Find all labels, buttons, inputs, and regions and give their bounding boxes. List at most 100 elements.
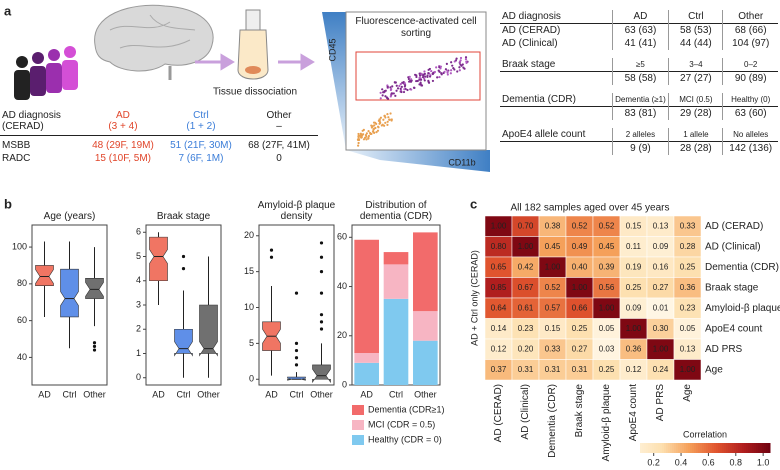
facs-dot [450,61,453,64]
row-label: Dementia (CDR) [705,262,779,273]
box [149,236,168,282]
row-label: AD (CERAD) [705,221,763,232]
cell: 28 (28) [668,141,723,155]
colorbar-step [654,443,657,453]
x-tick-label: Other [310,389,333,399]
facs-dot [382,118,385,121]
y-tick-label: 80 [17,278,27,288]
cell-label: 1.00 [545,262,561,271]
facs-dot [458,66,461,69]
cell [500,72,612,86]
flier [294,356,299,360]
cell-label: 0.05 [599,324,615,333]
facs-dot [464,58,468,61]
colorbar-step [662,443,665,453]
cell-label: 0.25 [599,365,615,374]
header-cell: Healthy (0) [722,93,778,107]
header-cell: Other – [240,110,318,136]
colorbar-step [694,443,697,453]
flier [294,341,299,345]
facs-dot [384,121,387,124]
y-tick-label: 60 [337,232,347,242]
facs-dot [357,132,360,136]
cell: 58 (53) [668,23,723,37]
facs-dot [420,84,424,87]
colorbar-step [748,443,751,453]
x-tick-label: AD [360,389,373,399]
row-label: AD (Clinical) [705,241,761,252]
y-tick-label: 10 [244,302,254,312]
facs-dot [386,85,389,89]
facs-dot [428,75,432,78]
cell-label: 0.23 [518,324,534,333]
facs-dot [403,88,406,91]
facs-dot [389,112,392,115]
facs-dot [361,129,364,132]
facs-dot [427,72,430,75]
cell-label: 0.15 [545,324,561,333]
flier [294,348,299,353]
x-tick-label: Ctrl [177,389,191,399]
x-tick-label: Other [83,389,106,399]
facs-dot [431,79,435,83]
facs-dot [449,72,452,75]
y-marker: CD45 [327,38,337,61]
colorbar-step [700,443,703,453]
header-name: Ctrl [193,110,209,121]
colorbar-step [742,443,745,453]
facs-dot [364,134,368,137]
flier [319,320,324,324]
y-tick-label: 5 [249,338,254,348]
facs-dot [419,81,422,84]
facs-dot [362,138,366,141]
facs-dot [396,87,400,90]
spacer [500,120,612,128]
facs-dot [423,77,426,80]
colorbar-tick-label: 1.0 [757,457,770,467]
facs-dot [381,123,384,126]
flier [294,363,299,367]
colorbar-step [716,443,719,453]
header-cell: No alleles [722,128,778,142]
cell-label: 1.00 [680,365,696,374]
facs-dot [365,138,368,141]
facs-dot [379,121,382,125]
flier [181,267,186,271]
y-tick-label: 100 [12,241,27,251]
cell-label: 0.27 [572,344,588,353]
cell: AD (CERAD) [502,25,561,36]
cell-label: 0.67 [518,283,534,292]
colorbar-step [752,443,755,453]
header-name: Other [266,110,292,121]
facs-dot [412,86,416,89]
y-tick-label: 6 [136,227,141,237]
header-cell: Ctrl [668,10,723,24]
heatmap-title: All 182 samples aged over 45 years [511,203,670,214]
facs-dot [357,144,360,147]
cell [500,142,612,156]
box [312,364,331,384]
x-tick-label: AD [38,389,51,399]
col-label: Braak stage [574,384,585,438]
colorbar-step [668,443,671,453]
x-tick-label: Other [197,389,220,399]
cell-label: 0.64 [491,303,507,312]
colorbar-step [642,443,645,453]
colorbar-step [684,443,687,453]
cell-label: 0.14 [491,324,507,333]
facs-dot [395,89,398,92]
colorbar-tick-label: 0.2 [647,457,660,467]
facs-dot [446,69,449,72]
facs-dot [458,69,461,72]
facs-dot [409,78,413,81]
cell-label: 0.19 [626,262,642,271]
header-cell: Dementia (≥1) [611,93,669,107]
colorbar-step [720,443,723,453]
gate [355,51,481,101]
colorbar-step [658,443,661,453]
facs-dot [360,136,363,139]
facs-dot [427,68,430,71]
row: AD (CERAD) 63 (63) 58 (53) 68 (66) [500,23,778,37]
spacer [500,50,612,58]
facs-dot [451,64,454,67]
